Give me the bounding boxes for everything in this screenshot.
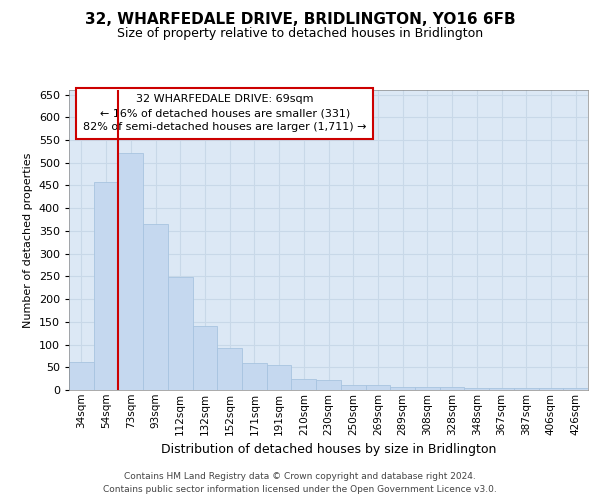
Bar [440,388,464,390]
Bar [168,278,193,390]
Bar [217,348,242,390]
Text: Contains HM Land Registry data © Crown copyright and database right 2024.
Contai: Contains HM Land Registry data © Crown c… [103,472,497,494]
Bar [292,379,316,390]
Bar [390,387,415,390]
Bar [415,388,440,390]
Bar [365,384,390,390]
Bar [193,326,217,390]
Bar [464,388,489,390]
Bar [94,182,118,390]
Bar [267,365,292,390]
Bar [118,152,143,390]
Bar [316,380,341,390]
Text: 32, WHARFEDALE DRIVE, BRIDLINGTON, YO16 6FB: 32, WHARFEDALE DRIVE, BRIDLINGTON, YO16 … [85,12,515,28]
Bar [539,388,563,390]
Bar [143,224,168,390]
Bar [341,386,365,390]
X-axis label: Distribution of detached houses by size in Bridlington: Distribution of detached houses by size … [161,443,496,456]
Bar [563,388,588,390]
Text: 32 WHARFEDALE DRIVE: 69sqm
← 16% of detached houses are smaller (331)
82% of sem: 32 WHARFEDALE DRIVE: 69sqm ← 16% of deta… [83,94,367,132]
Y-axis label: Number of detached properties: Number of detached properties [23,152,33,328]
Text: Size of property relative to detached houses in Bridlington: Size of property relative to detached ho… [117,28,483,40]
Bar [489,388,514,390]
Bar [69,362,94,390]
Bar [242,362,267,390]
Bar [514,388,539,390]
